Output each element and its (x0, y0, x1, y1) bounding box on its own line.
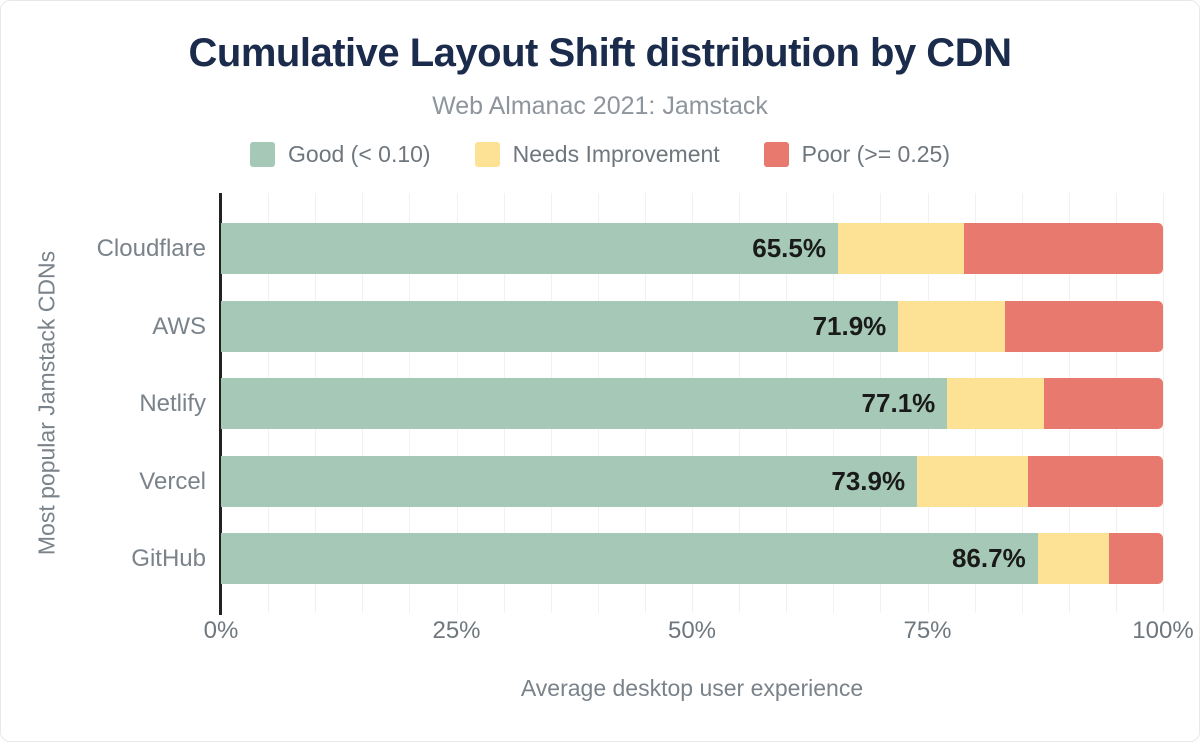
bar-segment-needs-improvement[interactable] (898, 300, 1005, 352)
bar-value-label: 71.9% (812, 310, 887, 341)
bar-segment-poor[interactable] (1044, 378, 1163, 429)
bar-value-label: 77.1% (861, 388, 936, 418)
legend-label: Good (< 0.10) (288, 141, 431, 167)
bar-value-label: 73.9% (831, 465, 906, 496)
x-tick-label: 50% (667, 617, 717, 644)
bar-value-label: 86.7% (951, 543, 1026, 573)
y-axis-line (219, 193, 222, 615)
category-label-github: GitHub (131, 545, 206, 572)
legend-item-needs-improvement[interactable]: Needs Improvement (474, 141, 720, 168)
legend-swatch-poor (763, 142, 789, 167)
x-tick-label: 75% (903, 617, 952, 644)
legend-item-poor[interactable]: Poor (>= 0.25) (763, 141, 950, 168)
bar-row-aws: 71.9% (221, 300, 1163, 352)
x-axis-ticks: 0% 25% 50% 75% 100% (204, 617, 1194, 647)
bar-segment-good[interactable]: 86.7% (221, 533, 1038, 584)
bar-segment-poor[interactable] (1109, 533, 1163, 584)
legend: Good (< 0.10) Needs Improvement Poor (>= 0… (1, 141, 1199, 168)
legend-swatch-good (250, 142, 276, 167)
bar-row-cloudflare: 65.5% (221, 223, 1163, 274)
category-labels: Cloudflare AWS Netlify Vercel GitHub (1, 193, 206, 613)
x-tick-label: 25% (432, 617, 481, 644)
bar-segment-needs-improvement[interactable] (947, 378, 1045, 429)
bar-row-github: 86.7% (221, 533, 1163, 584)
x-tick-label: 100% (1132, 617, 1194, 644)
plot-area: 65.5% 71.9% 77.1% 73.9% 86.7% (219, 193, 1164, 615)
legend-label: Poor (>= 0.25) (801, 141, 950, 167)
bar-segment-needs-improvement[interactable] (1037, 533, 1110, 584)
category-label-netlify: Netlify (139, 390, 206, 417)
legend-item-good[interactable]: Good (< 0.10) (250, 141, 431, 168)
chart-title: Cumulative Layout Shift distribution by … (188, 31, 1012, 75)
bar-segment-good[interactable]: 71.9% (221, 300, 899, 352)
legend-swatch-needs-improvement (474, 142, 500, 167)
x-axis-title: Average desktop user experience (520, 675, 864, 701)
bar-segment-poor[interactable] (1028, 455, 1163, 507)
bar-segment-poor[interactable] (964, 223, 1163, 274)
bar-row-vercel: 73.9% (221, 455, 1163, 507)
y-axis-title: Most popular Jamstack CDNs (33, 250, 60, 556)
bar-segment-good[interactable]: 73.9% (221, 455, 918, 507)
bar-segment-needs-improvement[interactable] (917, 455, 1029, 507)
bar-segment-good[interactable]: 65.5% (221, 223, 838, 274)
x-tick-label: 0% (203, 617, 239, 644)
bar-value-label: 65.5% (752, 233, 826, 263)
legend-label: Needs Improvement (512, 141, 720, 167)
category-label-cloudflare: Cloudflare (96, 235, 206, 262)
bar-segment-good[interactable]: 77.1% (221, 378, 948, 429)
category-label-aws: AWS (152, 312, 206, 340)
bar-row-netlify: 77.1% (221, 378, 1163, 429)
bar-segment-needs-improvement[interactable] (838, 223, 965, 274)
chart-subtitle: Web Almanac 2021: Jamstack (432, 92, 768, 120)
bar-segment-poor[interactable] (1004, 300, 1163, 352)
category-label-vercel: Vercel (139, 467, 206, 495)
gridline (1163, 193, 1164, 613)
